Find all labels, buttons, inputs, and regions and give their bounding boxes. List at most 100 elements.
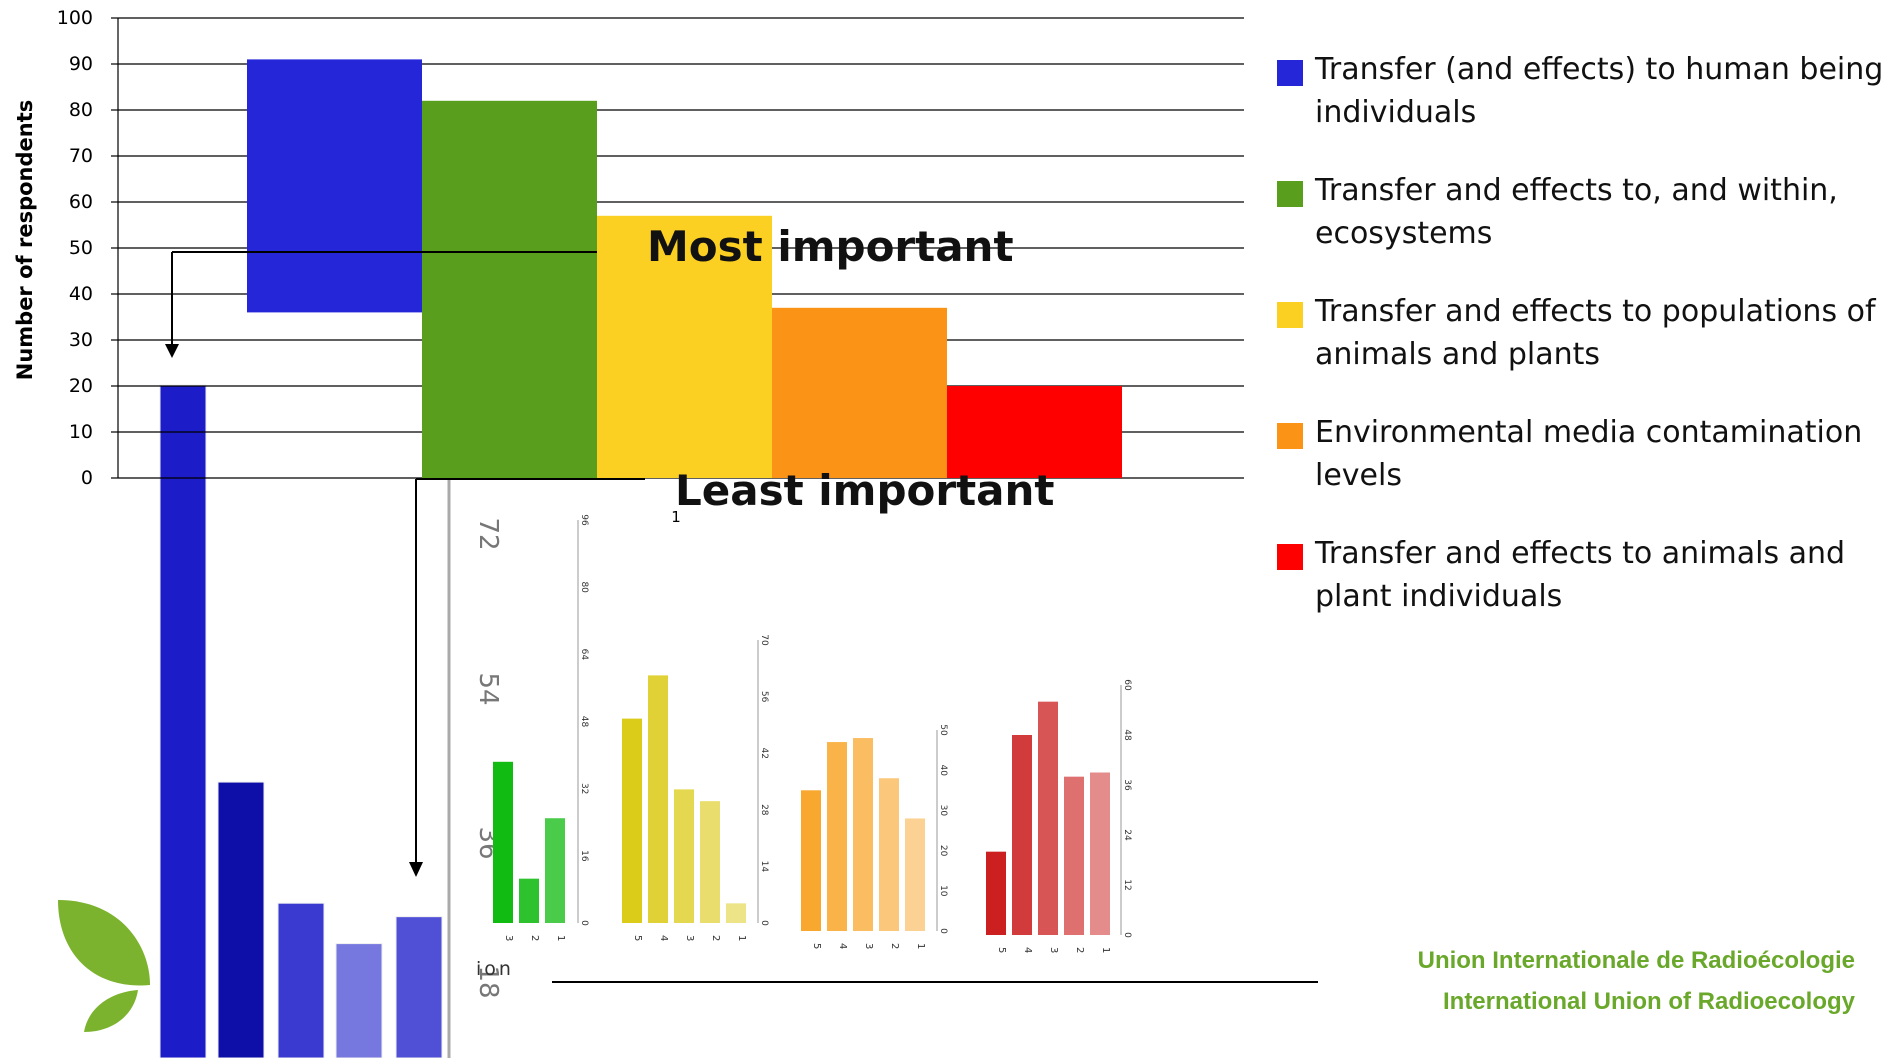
mini-y-tick: 48: [1122, 729, 1132, 741]
mini-bar: [674, 789, 694, 923]
mini-y-tick: 10: [938, 885, 948, 897]
logo-leaf-large: [58, 900, 150, 986]
mini-y-tick: 24: [1122, 829, 1132, 841]
mini-x-tick: 2: [1074, 947, 1085, 953]
legend-label: Transfer (and effects) to human being in…: [1315, 52, 1884, 130]
mini-x-tick: 4: [1022, 947, 1033, 953]
mini-bar: [622, 718, 642, 923]
most-important-arrowhead: [165, 344, 179, 358]
mini-bar: [545, 818, 565, 923]
mini-y-tick: 32: [579, 783, 589, 794]
background-figure: 9072543618 ion 3219680644832160543217056…: [159, 305, 1132, 1058]
y-tick-label: 100: [57, 7, 93, 29]
background-blue-bar: [159, 384, 207, 1058]
organization-name-en: International Union of Radioecology: [1442, 988, 1855, 1015]
legend-item: Transfer and effects to, and within, eco…: [1277, 169, 1897, 255]
mini-bar: [986, 851, 1006, 935]
mini-chart: 5 4 3 2 1 50 40 30 20 10 0: [801, 724, 948, 949]
mini-x-tick: 3: [1048, 947, 1059, 953]
legend-swatch-blue: [1277, 60, 1303, 86]
annotations: Most important Least important: [165, 222, 1318, 983]
mini-x-tick: 3: [503, 935, 514, 941]
y-tick-label: 60: [69, 191, 93, 213]
mini-bar: [905, 818, 925, 931]
mini-x-tick: 1: [736, 935, 747, 941]
mini-bar: [1064, 776, 1084, 935]
mini-y-tick: 14: [759, 861, 769, 873]
mini-x-tick: 2: [710, 935, 721, 941]
mini-y-tick: 36: [1122, 779, 1132, 791]
mini-x-tick: 5: [996, 947, 1007, 953]
mini-x-tick: 1: [555, 935, 566, 941]
y-tick-label: 0: [81, 467, 93, 489]
x-tick-label: 1: [671, 508, 681, 526]
mini-bar: [827, 742, 847, 931]
mini-bar: [1012, 735, 1032, 935]
background-blue-bar: [335, 943, 383, 1058]
data-bar: [422, 100, 597, 479]
legend: Transfer (and effects) to human being in…: [1277, 48, 1897, 653]
mini-y-tick: 48: [579, 716, 589, 728]
logo-leaf-small: [84, 990, 138, 1032]
mini-y-tick: 80: [579, 581, 589, 593]
mini-bar: [648, 675, 668, 923]
mini-x-tick: 5: [632, 935, 643, 941]
legend-item: Environmental media contamination levels: [1277, 411, 1897, 497]
background-axis-tick: 54: [473, 672, 503, 705]
main-chart: Number of respondents 0 10 20 30 40 50 60 70 80 9…: [13, 7, 1244, 526]
mini-x-tick: 3: [684, 935, 695, 941]
mini-y-tick: 56: [759, 691, 769, 703]
legend-label: Transfer and effects to populations of a…: [1315, 294, 1876, 372]
data-bar: [247, 59, 422, 313]
y-tick-label: 40: [69, 283, 93, 305]
mini-bar: [726, 903, 746, 923]
mini-x-tick: 3: [863, 943, 874, 949]
y-tick-label: 70: [69, 145, 93, 167]
mini-y-tick: 0: [938, 928, 948, 934]
background-blue-bar: [395, 916, 443, 1058]
mini-y-tick: 70: [759, 634, 769, 646]
mini-y-tick: 60: [1122, 679, 1132, 691]
mini-x-tick: 4: [658, 935, 669, 941]
mini-x-tick: 2: [529, 935, 540, 941]
mini-y-tick: 96: [579, 514, 589, 526]
data-bar: [772, 307, 947, 478]
least-important-label: Least important: [675, 466, 1054, 515]
mini-x-tick: 1: [1100, 947, 1111, 953]
mini-bar: [853, 738, 873, 931]
mini-y-tick: 12: [1122, 879, 1132, 890]
y-tick-label: 80: [69, 99, 93, 121]
most-important-label: Most important: [647, 222, 1014, 271]
legend-item: Transfer (and effects) to human being in…: [1277, 48, 1897, 134]
legend-label: Transfer and effects to, and within, eco…: [1315, 173, 1838, 251]
least-important-arrowhead: [409, 862, 423, 877]
y-tick-label: 90: [69, 53, 93, 75]
mini-y-tick: 16: [579, 850, 589, 862]
mini-chart: 5 4 3 2 1 60 48 36 24 12 0: [986, 679, 1132, 953]
mini-y-tick: 42: [759, 747, 769, 758]
background-axis-fragment: ion: [476, 958, 514, 980]
y-axis-label: Number of respondents: [13, 100, 37, 381]
data-bar: [597, 215, 772, 479]
organization-name-fr: Union Internationale de Radioécologie: [1417, 947, 1855, 974]
y-tick-label: 50: [69, 237, 93, 259]
mini-y-tick: 64: [579, 649, 589, 661]
legend-swatch-yellow: [1277, 302, 1303, 328]
mini-y-tick: 50: [938, 724, 948, 736]
y-tick-label: 30: [69, 329, 93, 351]
uir-logo: [58, 900, 150, 1032]
mini-chart: 5 4 3 2 1 70 56 42 28 14 0: [622, 634, 769, 941]
mini-bar: [493, 761, 513, 923]
mini-bar: [1038, 701, 1058, 935]
mini-y-tick: 0: [759, 920, 769, 926]
mini-x-tick: 4: [837, 943, 848, 949]
background-axis-tick: 18: [473, 965, 503, 998]
background-blue-bar: [217, 781, 265, 1058]
mini-y-tick: 20: [938, 845, 948, 857]
legend-label: Transfer and effects to animals and plan…: [1315, 536, 1846, 614]
mini-x-tick: 2: [889, 943, 900, 949]
mini-y-tick: 0: [1122, 932, 1132, 938]
legend-label: Environmental media contamination levels: [1315, 415, 1863, 493]
data-bar: [947, 386, 1122, 478]
